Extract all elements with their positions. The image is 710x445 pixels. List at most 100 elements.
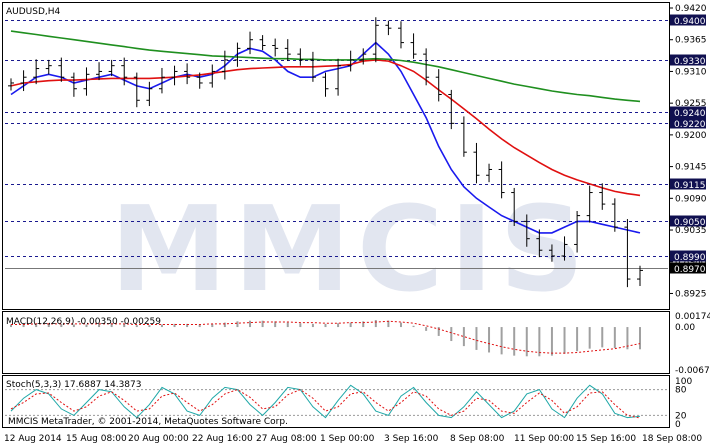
level-tag-label: 0.9220	[674, 120, 706, 130]
price-axis-label: 0.9035	[675, 226, 707, 236]
price-bar	[574, 210, 581, 253]
price-bar	[20, 70, 27, 92]
price-bar	[184, 63, 191, 85]
price-bar	[360, 48, 367, 65]
current-price-label: 0.8970	[674, 265, 706, 275]
price-bar	[234, 42, 241, 67]
stoch-line	[10, 384, 641, 419]
level-tag-label: 0.9115	[674, 181, 706, 191]
price-bar	[599, 183, 606, 210]
macd-axis-label: -0.00676	[675, 366, 710, 376]
price-bar	[624, 219, 631, 288]
price-bar	[486, 163, 493, 183]
stoch-title: Stoch(5,3,3) 17.6887 14.3873	[6, 380, 141, 390]
price-bar	[448, 89, 455, 130]
watermark-text: MMCIS	[110, 180, 590, 318]
time-axis-label: 8 Sep 08:00	[450, 434, 505, 444]
level-tag-label: 0.9400	[674, 17, 706, 27]
level-tag	[670, 178, 706, 190]
time-axis-label: 1 Sep 00:00	[320, 434, 375, 444]
price-bar	[259, 35, 266, 51]
price-axis-label: 0.9090	[675, 194, 707, 204]
symbol-title: AUDUSD,H4	[6, 7, 61, 17]
macd-title: MACD(12,26,9) -0.00350 -0.00259	[6, 317, 161, 327]
level-tag-label: 0.8990	[674, 253, 706, 263]
price-bar	[611, 198, 618, 232]
watermark: MMCIS	[110, 180, 590, 318]
level-tag	[670, 117, 706, 129]
time-axis-label: 11 Sep 00:00	[514, 434, 574, 444]
macd-signal-line	[11, 320, 641, 354]
macd-axis-label: 0.00	[675, 323, 695, 333]
price-bar	[511, 187, 518, 226]
footer-copyright: MMCIS MetaTrader, © 2001-2014, MetaQuote…	[8, 417, 288, 427]
price-bar	[8, 78, 14, 91]
level-tag	[670, 14, 706, 26]
price-bar	[637, 265, 643, 286]
price-bar	[96, 62, 103, 81]
price-bar	[284, 39, 291, 62]
level-tag-label: 0.9330	[674, 57, 706, 67]
price-bar	[309, 51, 316, 82]
stoch-axis-label: 100	[675, 377, 692, 387]
price-bar	[536, 229, 543, 258]
price-bar	[146, 81, 153, 107]
price-axis-label: 0.9365	[675, 36, 707, 46]
main-pane-frame	[2, 2, 670, 310]
price-bar	[335, 58, 342, 96]
price-bar	[498, 161, 505, 199]
price-bar	[435, 69, 442, 102]
time-axis-label: 18 Sep 08:00	[642, 434, 702, 444]
level-tag-label: 0.9050	[674, 218, 706, 228]
price-axis-label: 0.9145	[675, 163, 707, 173]
price-bar	[45, 59, 52, 75]
level-tag	[670, 250, 706, 262]
level-tag	[670, 54, 706, 66]
price-bar	[121, 57, 128, 86]
stoch-axis-label: 20	[675, 411, 687, 421]
stoch-axis-label: 0	[675, 420, 681, 430]
price-bar	[58, 57, 65, 82]
price-axis-label: 0.8925	[675, 289, 707, 299]
price-bar	[372, 17, 379, 63]
level-tag	[670, 106, 706, 118]
time-axis-label: 20 Aug 00:00	[128, 434, 189, 444]
price-bar	[272, 38, 279, 57]
price-bar	[158, 67, 165, 94]
current-price-tag	[670, 262, 706, 274]
price-bar	[473, 142, 480, 184]
price-axis-label: 0.9200	[675, 131, 707, 141]
time-axis-label: 3 Sep 16:00	[384, 434, 439, 444]
price-bar	[347, 50, 354, 72]
price-bar	[523, 214, 530, 247]
price-bar	[171, 65, 178, 86]
price-bar	[108, 59, 115, 77]
price-axis-label: 0.9420	[675, 4, 707, 14]
price-bar	[247, 31, 254, 55]
time-axis-label: 12 Aug 2014	[4, 434, 62, 444]
price-bar	[548, 244, 555, 262]
price-bar	[586, 185, 593, 223]
price-bar	[209, 64, 216, 88]
price-bar	[33, 59, 40, 85]
price-bar	[460, 116, 467, 157]
moving-average-line	[10, 30, 641, 103]
price-bar	[297, 48, 304, 66]
price-bar	[83, 67, 90, 96]
price-axis-label: 0.9255	[675, 99, 707, 109]
moving-average-line	[10, 59, 641, 197]
time-axis-label: 22 Aug 16:00	[192, 434, 253, 444]
time-axis-label: 15 Sep 16:00	[576, 434, 636, 444]
moving-average-line	[10, 41, 641, 234]
price-bar	[397, 21, 404, 49]
level-tag-label: 0.9240	[674, 109, 706, 119]
price-bar	[423, 48, 430, 86]
stoch-axis-label: 80	[675, 386, 687, 396]
price-bar	[196, 72, 203, 89]
level-tag	[670, 215, 706, 227]
macd-axis-label: 0.00174	[675, 312, 710, 322]
price-bar	[322, 72, 329, 97]
stoch-line	[10, 389, 641, 419]
time-axis-label: 27 Aug 08:00	[256, 434, 317, 444]
